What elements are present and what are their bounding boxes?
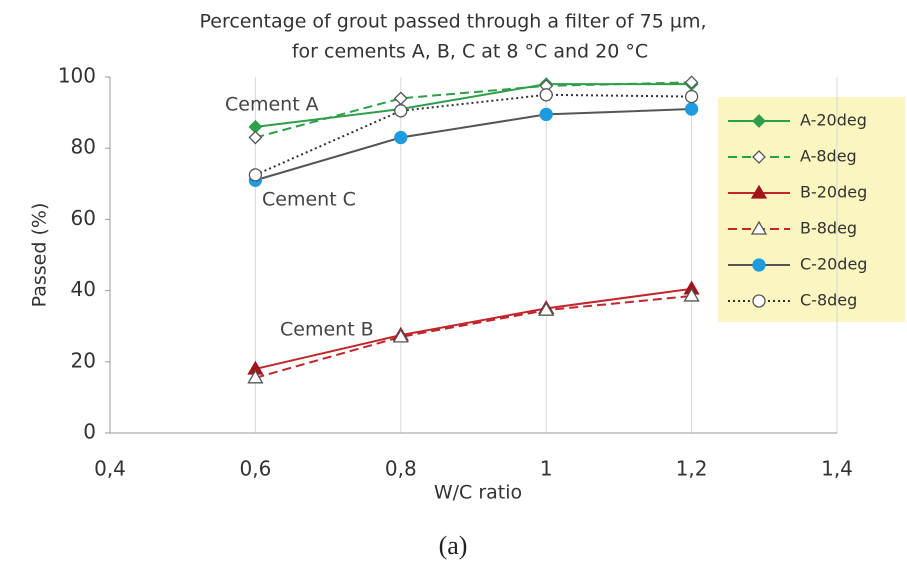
series-line xyxy=(255,108,692,182)
y-tick-label: 60 xyxy=(71,206,96,230)
marker xyxy=(684,75,699,90)
series-line xyxy=(254,93,692,176)
marker xyxy=(684,102,699,116)
marker xyxy=(752,150,766,164)
legend-label: A-8deg xyxy=(800,147,857,166)
legend-box xyxy=(718,97,905,322)
marker xyxy=(752,294,766,308)
marker xyxy=(538,301,555,316)
series-line xyxy=(255,83,692,128)
chart-title: Percentage of grout passed through a fil… xyxy=(200,11,707,33)
x-tick-label: 0,8 xyxy=(385,457,417,481)
legend-label: B-20deg xyxy=(800,183,867,202)
y-tick-label: 20 xyxy=(71,348,96,372)
marker xyxy=(684,89,699,104)
annotation: Cement C xyxy=(262,189,356,211)
legend-label: A-20deg xyxy=(800,111,867,130)
x-axis-label: W/C ratio xyxy=(434,482,522,504)
marker xyxy=(248,168,263,182)
y-tick-label: 80 xyxy=(71,135,96,159)
marker xyxy=(539,88,553,102)
series-line xyxy=(255,81,692,139)
x-tick-label: 1 xyxy=(540,457,553,481)
marker xyxy=(248,130,263,145)
legend-label: C-8deg xyxy=(800,291,857,310)
marker xyxy=(752,114,766,128)
marker xyxy=(683,287,700,302)
annotation: Cement B xyxy=(280,319,374,341)
marker xyxy=(539,107,553,122)
caption: (a) xyxy=(439,531,468,560)
marker xyxy=(247,369,264,384)
x-tick-label: 0,6 xyxy=(239,457,271,481)
marker xyxy=(750,220,768,235)
series-line xyxy=(255,294,692,379)
marker xyxy=(393,91,408,106)
marker xyxy=(392,328,409,343)
marker xyxy=(394,104,408,118)
marker xyxy=(394,130,408,145)
y-tick-label: 0 xyxy=(83,420,96,444)
annotation: Cement A xyxy=(225,94,319,116)
y-tick-label: 100 xyxy=(58,64,96,88)
marker xyxy=(750,184,768,199)
x-tick-label: 1,4 xyxy=(821,457,853,481)
x-tick-label: 0,4 xyxy=(94,457,126,481)
chart-title: for cements A, B, C at 8 °C and 20 °C xyxy=(292,41,648,63)
legend-label: C-20deg xyxy=(800,255,867,274)
series-line xyxy=(255,287,692,370)
legend-label: B-8deg xyxy=(800,219,857,238)
y-tick-label: 40 xyxy=(71,277,96,301)
y-axis-label: Passed (%) xyxy=(29,203,51,308)
x-tick-label: 1,2 xyxy=(676,457,708,481)
marker xyxy=(752,258,766,272)
